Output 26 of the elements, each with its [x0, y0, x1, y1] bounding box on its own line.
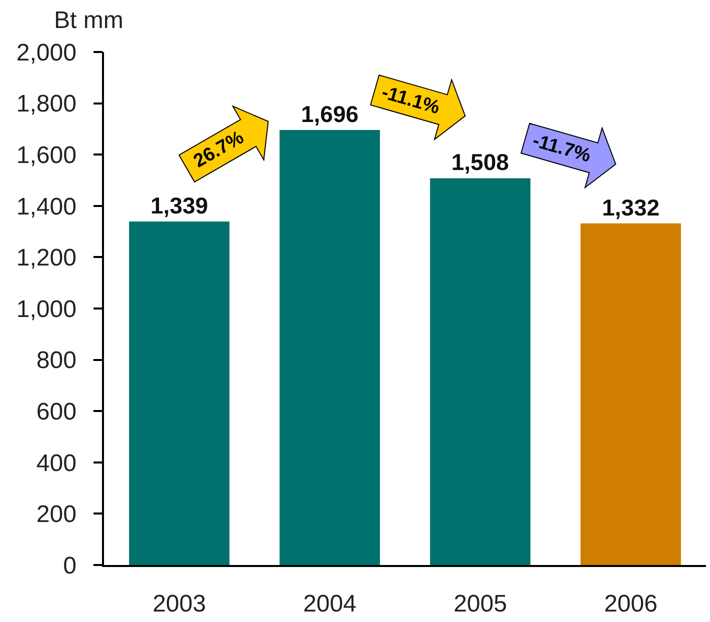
y-tick-label: 200 — [36, 501, 76, 528]
y-tick-label: 2,000 — [16, 39, 76, 66]
bar — [129, 222, 230, 565]
bar — [430, 178, 530, 565]
y-tick-label: 1,000 — [16, 296, 76, 323]
bar — [580, 223, 681, 565]
x-tick-label: 2004 — [303, 590, 356, 618]
data-label: 1,332 — [602, 194, 660, 220]
x-tick-label: 2005 — [454, 590, 507, 618]
y-axis-title: Bt mm — [54, 7, 124, 34]
y-tick-label: 400 — [36, 450, 76, 477]
data-label: 1,696 — [300, 100, 359, 127]
y-tick-label: 1,200 — [16, 244, 76, 272]
y-tick-label: 600 — [36, 398, 76, 426]
y-tick-label: 1,800 — [16, 90, 76, 118]
x-tick-label: 2003 — [152, 590, 206, 618]
x-tick-label: 2006 — [604, 590, 658, 618]
data-label: 1,508 — [451, 149, 510, 176]
data-label: 1,339 — [150, 192, 208, 219]
annotation: -11.1% — [379, 82, 442, 119]
y-tick-label: 800 — [36, 347, 76, 374]
y-tick-label: 1,400 — [16, 193, 76, 220]
y-tick-label: 1,600 — [16, 142, 76, 169]
y-tick-label: 0 — [63, 552, 76, 580]
bar — [280, 130, 380, 565]
annotation: -11.7% — [530, 130, 594, 167]
